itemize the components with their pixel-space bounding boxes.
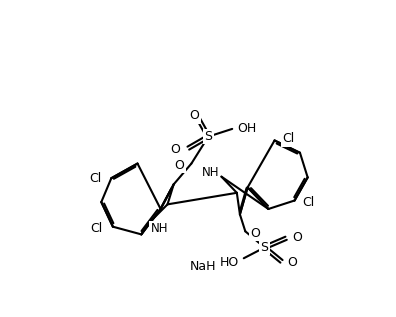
Text: O: O: [190, 109, 200, 122]
Text: O: O: [292, 231, 302, 244]
Text: NH: NH: [202, 165, 219, 178]
Text: O: O: [171, 143, 181, 156]
Text: Cl: Cl: [282, 133, 295, 146]
Text: O: O: [251, 227, 261, 240]
Text: OH: OH: [237, 122, 256, 135]
Text: Cl: Cl: [91, 223, 103, 236]
Text: O: O: [287, 256, 297, 269]
Text: NH: NH: [150, 223, 168, 236]
Text: NaH: NaH: [190, 260, 216, 273]
Text: O: O: [175, 158, 185, 171]
Text: S: S: [204, 130, 212, 143]
Text: S: S: [261, 241, 268, 254]
Text: HO: HO: [220, 256, 239, 269]
Text: Cl: Cl: [89, 172, 101, 185]
Text: Cl: Cl: [302, 196, 314, 209]
